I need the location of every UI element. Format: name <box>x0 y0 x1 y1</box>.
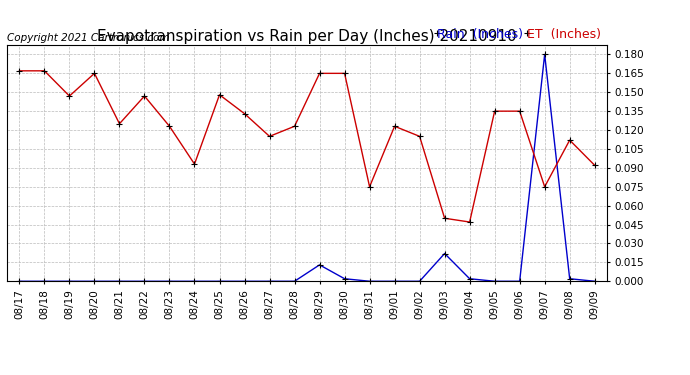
Rain  (Inches) <box>40 279 48 284</box>
ET  (Inches) <box>340 71 348 76</box>
ET  (Inches) <box>440 216 449 220</box>
ET  (Inches) <box>391 124 399 129</box>
Rain  (Inches) <box>566 276 574 281</box>
ET  (Inches) <box>140 94 148 98</box>
Rain  (Inches) <box>415 279 424 284</box>
ET  (Inches) <box>415 134 424 139</box>
Rain  (Inches) <box>491 279 499 284</box>
Line: Rain  (Inches): Rain (Inches) <box>17 52 598 284</box>
ET  (Inches) <box>40 69 48 73</box>
ET  (Inches) <box>215 93 224 97</box>
ET  (Inches) <box>266 134 274 139</box>
Title: Evapotranspiration vs Rain per Day (Inches) 20210910: Evapotranspiration vs Rain per Day (Inch… <box>97 29 517 44</box>
ET  (Inches) <box>190 162 199 166</box>
Rain  (Inches) <box>591 279 599 284</box>
Rain  (Inches) <box>540 52 549 57</box>
Rain  (Inches) <box>115 279 124 284</box>
Line: ET  (Inches): ET (Inches) <box>17 68 598 225</box>
ET  (Inches) <box>315 71 324 76</box>
Rain  (Inches) <box>240 279 248 284</box>
ET  (Inches) <box>466 220 474 224</box>
ET  (Inches) <box>366 184 374 189</box>
Rain  (Inches) <box>391 279 399 284</box>
ET  (Inches) <box>15 69 23 73</box>
Rain  (Inches) <box>190 279 199 284</box>
Rain  (Inches) <box>515 279 524 284</box>
ET  (Inches) <box>290 124 299 129</box>
Rain  (Inches) <box>466 276 474 281</box>
Legend: Rain  (Inches), ET  (Inches): Rain (Inches), ET (Inches) <box>437 28 601 40</box>
Rain  (Inches) <box>166 279 174 284</box>
Rain  (Inches) <box>140 279 148 284</box>
Rain  (Inches) <box>215 279 224 284</box>
Rain  (Inches) <box>15 279 23 284</box>
ET  (Inches) <box>591 163 599 168</box>
Rain  (Inches) <box>366 279 374 284</box>
Rain  (Inches) <box>315 262 324 267</box>
ET  (Inches) <box>491 109 499 113</box>
Text: Copyright 2021 Cartronics.com: Copyright 2021 Cartronics.com <box>7 33 170 43</box>
Rain  (Inches) <box>66 279 74 284</box>
ET  (Inches) <box>540 184 549 189</box>
Rain  (Inches) <box>440 251 449 256</box>
ET  (Inches) <box>240 111 248 116</box>
ET  (Inches) <box>90 71 99 76</box>
ET  (Inches) <box>515 109 524 113</box>
ET  (Inches) <box>166 124 174 129</box>
Rain  (Inches) <box>266 279 274 284</box>
Rain  (Inches) <box>340 276 348 281</box>
ET  (Inches) <box>115 122 124 126</box>
ET  (Inches) <box>566 138 574 142</box>
ET  (Inches) <box>66 94 74 98</box>
Rain  (Inches) <box>90 279 99 284</box>
Rain  (Inches) <box>290 279 299 284</box>
